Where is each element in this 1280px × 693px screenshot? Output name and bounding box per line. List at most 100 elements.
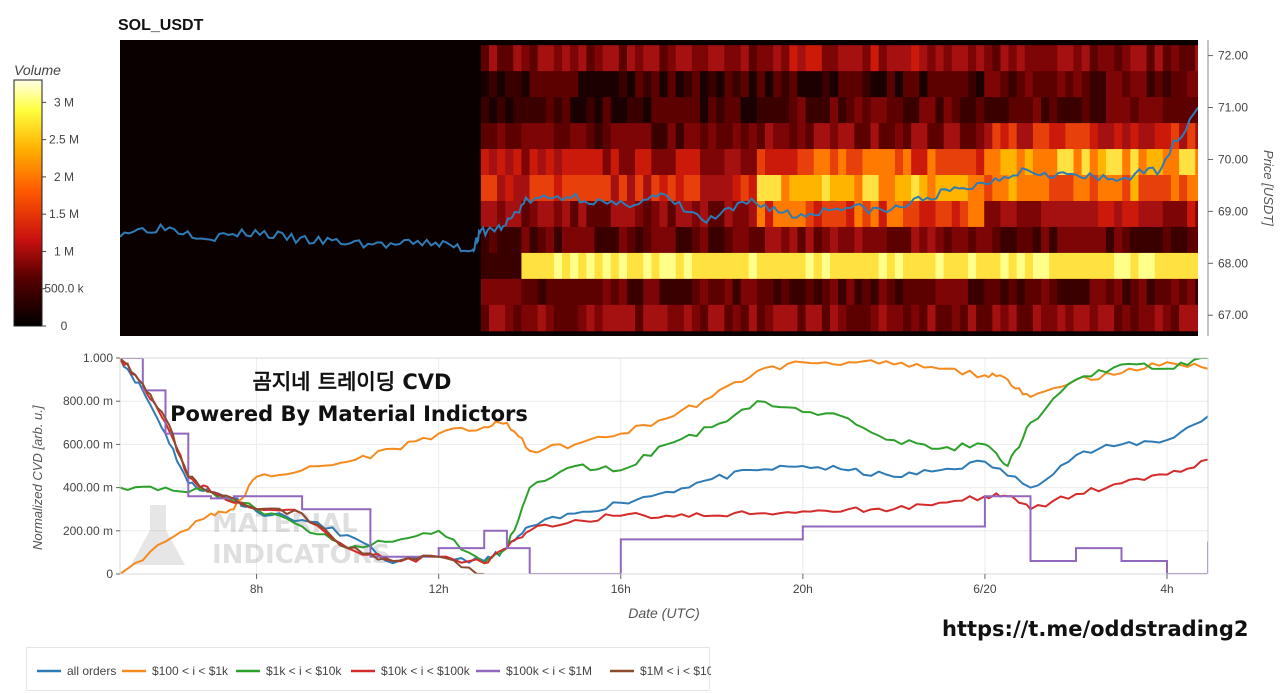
heatmap-cell bbox=[675, 71, 685, 98]
heatmap-cell bbox=[1089, 123, 1099, 150]
heatmap-cell bbox=[545, 71, 555, 98]
heatmap-cell bbox=[659, 45, 669, 72]
heatmap-cell bbox=[480, 71, 490, 98]
heatmap-cell bbox=[635, 175, 644, 202]
heatmap-cell bbox=[976, 97, 985, 124]
heatmap-cell bbox=[1073, 304, 1083, 332]
heatmap-cell bbox=[1179, 278, 1188, 306]
heatmap-cell bbox=[505, 278, 514, 306]
heatmap-cell bbox=[626, 278, 636, 306]
heatmap-cell bbox=[513, 149, 523, 176]
heatmap-cell bbox=[1146, 71, 1156, 98]
heatmap-cell bbox=[1024, 71, 1034, 98]
heatmap-cell bbox=[553, 71, 563, 98]
heatmap-cell bbox=[781, 71, 790, 98]
heatmap-cell bbox=[764, 252, 774, 280]
heatmap-cell bbox=[732, 252, 742, 280]
heatmap-cell bbox=[764, 278, 774, 306]
heatmap-cell bbox=[862, 304, 872, 332]
heatmap-cell bbox=[700, 252, 709, 280]
heatmap-cell bbox=[675, 252, 685, 280]
heatmap-cell bbox=[618, 252, 628, 280]
heatmap-cell bbox=[829, 252, 839, 280]
heatmap-cell bbox=[911, 175, 920, 202]
legend-item[interactable]: $10k < i < $100k bbox=[351, 664, 471, 678]
heatmap-cell bbox=[594, 149, 604, 176]
legend-item[interactable]: $100k < i < $1M bbox=[476, 664, 592, 678]
heatmap-cell bbox=[1089, 252, 1099, 280]
heatmap-cell bbox=[488, 123, 498, 150]
heatmap-cell bbox=[578, 45, 587, 72]
heatmap-cell bbox=[1016, 252, 1026, 280]
heatmap-cell bbox=[1000, 97, 1010, 124]
heatmap-cell bbox=[935, 278, 945, 306]
heatmap-cell bbox=[1195, 252, 1198, 280]
heatmap-cell bbox=[1081, 304, 1091, 332]
heatmap-cell bbox=[935, 149, 945, 176]
legend-item[interactable]: all orders bbox=[37, 664, 116, 678]
legend-item[interactable]: $1k < i < $10k bbox=[236, 664, 342, 678]
heatmap-cell bbox=[1073, 45, 1083, 72]
heatmap-cell bbox=[1154, 149, 1164, 176]
heatmap-cell bbox=[1057, 278, 1066, 306]
heatmap-cell bbox=[529, 252, 539, 280]
heatmap-cell bbox=[1081, 123, 1091, 150]
heatmap-cell bbox=[1065, 200, 1075, 228]
legend-item[interactable]: $100 < i < $1k bbox=[122, 664, 229, 678]
heatmap-cell bbox=[813, 149, 823, 176]
heatmap-cell bbox=[675, 226, 685, 254]
heatmap-cell bbox=[1041, 123, 1050, 150]
heatmap-cell bbox=[651, 123, 661, 150]
heatmap-cell bbox=[781, 149, 790, 176]
heatmap-cell bbox=[594, 226, 604, 254]
heatmap-cell bbox=[1057, 226, 1066, 254]
heatmap-cell bbox=[838, 226, 847, 254]
heatmap-cell bbox=[643, 200, 652, 228]
legend-item[interactable]: $1M < i < $10M bbox=[610, 664, 711, 678]
heatmap-cell bbox=[570, 278, 579, 306]
heatmap-cell bbox=[1170, 226, 1180, 254]
heatmap-cell bbox=[943, 45, 953, 72]
heatmap-cell bbox=[1024, 226, 1034, 254]
telegram-link[interactable]: https://t.me/oddstrading2 bbox=[942, 617, 1249, 641]
heatmap-cell bbox=[959, 226, 969, 254]
heatmap-cell bbox=[1195, 175, 1198, 202]
heatmap-cell bbox=[781, 304, 790, 332]
heatmap-cell bbox=[1162, 304, 1172, 332]
heatmap-cell bbox=[691, 149, 701, 176]
heatmap-cell bbox=[610, 123, 620, 150]
heatmap-cell bbox=[578, 226, 587, 254]
heatmap-cell bbox=[513, 175, 523, 202]
heatmap-cell bbox=[862, 278, 872, 306]
heatmap-cell bbox=[919, 175, 928, 202]
heatmap-cell bbox=[1195, 71, 1198, 98]
heatmap-cell bbox=[480, 200, 490, 228]
heatmap-cell bbox=[521, 304, 531, 332]
heatmap-cell bbox=[1187, 149, 1196, 176]
heatmap-cell bbox=[992, 97, 1002, 124]
heatmap-cell bbox=[626, 226, 636, 254]
heatmap-cell bbox=[1146, 175, 1156, 202]
heatmap-cell bbox=[545, 149, 555, 176]
heatmap-cell bbox=[813, 45, 823, 72]
heatmap-cell bbox=[1073, 252, 1083, 280]
heatmap-cell bbox=[700, 97, 709, 124]
heatmap-cell bbox=[829, 71, 839, 98]
heatmap-cell bbox=[578, 200, 587, 228]
heatmap-cell bbox=[870, 278, 880, 306]
heatmap-cell bbox=[756, 226, 766, 254]
heatmap-cell bbox=[813, 278, 823, 306]
heatmap-cell bbox=[1138, 45, 1148, 72]
heatmap-cell bbox=[1081, 252, 1091, 280]
heatmap-cell bbox=[1170, 200, 1180, 228]
heatmap-cell bbox=[635, 304, 644, 332]
heatmap-cell bbox=[862, 71, 872, 98]
heatmap-cell bbox=[984, 226, 993, 254]
heatmap-cell bbox=[1105, 45, 1115, 72]
cvd-x-axis: 8h 12h 16h 20h 6/20 4h bbox=[250, 574, 1174, 596]
heatmap-cell bbox=[967, 123, 977, 150]
heatmap-cell bbox=[1122, 71, 1131, 98]
heatmap-cell bbox=[651, 252, 661, 280]
heatmap-cell bbox=[740, 45, 750, 72]
heatmap-cell bbox=[1154, 252, 1164, 280]
